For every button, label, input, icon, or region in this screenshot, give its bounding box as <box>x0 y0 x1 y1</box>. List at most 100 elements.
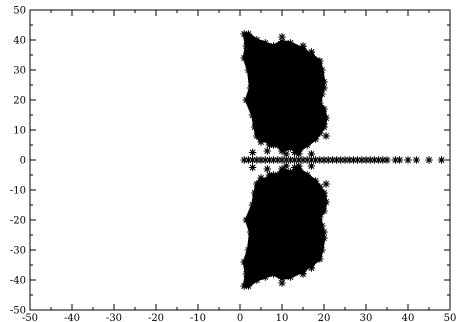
data-point <box>307 150 316 158</box>
data-point <box>315 255 324 263</box>
data-point <box>269 156 278 164</box>
data-point <box>265 171 274 179</box>
data-point <box>286 168 295 176</box>
data-point <box>252 36 261 44</box>
data-point <box>244 66 253 74</box>
x-tick-label: -20 <box>148 313 164 322</box>
data-point <box>282 150 291 158</box>
data-point <box>248 201 257 209</box>
data-point <box>290 148 299 157</box>
data-point <box>318 222 326 230</box>
data-point <box>246 228 255 236</box>
data-point <box>290 163 299 172</box>
data-points <box>240 30 446 290</box>
y-tick-label: 20 <box>13 96 26 107</box>
data-point <box>240 258 249 266</box>
data-point <box>303 141 312 149</box>
data-point <box>278 165 286 173</box>
data-point <box>248 111 257 119</box>
data-point <box>248 72 257 80</box>
data-point <box>252 180 261 188</box>
data-point <box>286 156 295 164</box>
data-point <box>322 132 330 140</box>
data-point <box>261 135 270 143</box>
data-point <box>366 156 375 164</box>
data-point <box>269 270 278 278</box>
x-tick-label: 0 <box>237 313 243 322</box>
data-point <box>261 39 270 47</box>
x-tick-label: 40 <box>402 313 415 322</box>
data-point <box>269 42 278 50</box>
data-point <box>322 114 330 122</box>
data-point <box>240 54 249 62</box>
plot-frame <box>29 9 451 311</box>
data-point <box>244 264 253 272</box>
x-tick-label: -10 <box>190 313 206 322</box>
data-point <box>248 156 257 164</box>
data-point <box>248 240 257 248</box>
data-point <box>257 156 265 164</box>
data-point <box>248 148 257 157</box>
data-point <box>246 84 255 92</box>
data-point <box>315 126 324 134</box>
data-point <box>263 165 272 173</box>
y-tick-label: 50 <box>13 6 26 17</box>
y-tick-label: -20 <box>10 216 26 227</box>
data-point <box>320 84 328 92</box>
data-point <box>315 186 324 194</box>
data-point <box>320 120 328 128</box>
data-point <box>320 207 328 215</box>
data-point <box>395 156 404 164</box>
data-point <box>244 282 253 290</box>
y-tick-label: 0 <box>20 156 26 167</box>
data-point <box>412 156 421 164</box>
y-tick-label: -30 <box>10 246 26 257</box>
data-point <box>244 30 253 38</box>
x-tick-label: -50 <box>22 313 38 322</box>
data-point <box>307 48 316 56</box>
x-tick-label: 30 <box>360 313 373 322</box>
data-point <box>311 177 320 185</box>
data-point <box>278 147 286 155</box>
data-point <box>286 39 295 47</box>
data-point <box>307 162 316 170</box>
x-tick-label: 10 <box>276 313 289 322</box>
x-tick-label: 50 <box>444 313 457 322</box>
x-tick-label: 20 <box>318 313 331 322</box>
data-point <box>404 156 412 164</box>
data-point <box>261 177 270 185</box>
data-point <box>311 237 320 245</box>
data-point <box>332 156 341 164</box>
data-point <box>269 171 278 179</box>
data-point <box>362 156 370 164</box>
data-point <box>242 216 251 224</box>
axis-ticks: -50 -40 -30 -20 -10 0 10 20 30 40 50 -50 -40 -30 -20 -1… <box>10 6 456 322</box>
y-tick-label: -10 <box>10 186 26 197</box>
data-point <box>250 189 259 197</box>
data-point <box>299 270 307 278</box>
data-point <box>278 33 286 41</box>
y-tick-label: -50 <box>10 306 26 317</box>
data-point <box>263 147 272 155</box>
data-point <box>322 180 330 188</box>
data-point <box>320 192 328 200</box>
y-tick-label: -40 <box>10 276 26 287</box>
data-point <box>315 57 324 65</box>
data-point <box>242 270 251 278</box>
data-point <box>286 273 295 281</box>
data-point <box>315 72 324 80</box>
data-point <box>299 42 307 50</box>
y-tick-label: 10 <box>13 126 26 137</box>
data-point <box>303 171 312 179</box>
data-point <box>278 274 286 283</box>
data-point <box>322 198 330 206</box>
data-point <box>353 156 362 164</box>
data-point <box>286 144 295 152</box>
data-point <box>257 138 265 146</box>
data-point <box>257 174 265 182</box>
data-point <box>273 171 282 179</box>
data-point <box>311 135 320 143</box>
data-point <box>318 90 326 98</box>
data-point <box>242 42 251 50</box>
data-point <box>244 48 253 56</box>
